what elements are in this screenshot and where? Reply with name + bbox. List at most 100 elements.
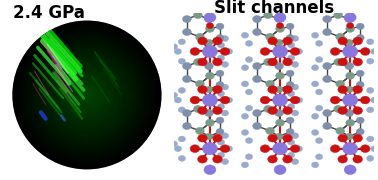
- Circle shape: [276, 23, 284, 28]
- Circle shape: [356, 23, 364, 30]
- Circle shape: [190, 145, 200, 153]
- Circle shape: [222, 36, 229, 41]
- Circle shape: [323, 62, 332, 70]
- Circle shape: [253, 62, 262, 70]
- Circle shape: [275, 86, 283, 93]
- Circle shape: [260, 96, 270, 104]
- Circle shape: [291, 159, 299, 165]
- Circle shape: [336, 33, 345, 40]
- Circle shape: [353, 58, 363, 66]
- Circle shape: [195, 127, 204, 134]
- Circle shape: [242, 81, 249, 87]
- Circle shape: [345, 62, 353, 70]
- Circle shape: [204, 15, 213, 23]
- Circle shape: [81, 89, 93, 101]
- Circle shape: [190, 48, 200, 55]
- Circle shape: [260, 145, 270, 153]
- Circle shape: [53, 61, 121, 129]
- Circle shape: [65, 73, 109, 117]
- Circle shape: [72, 80, 102, 110]
- Circle shape: [222, 62, 229, 67]
- Circle shape: [43, 51, 130, 138]
- Circle shape: [39, 47, 135, 143]
- Circle shape: [26, 35, 147, 156]
- Circle shape: [205, 86, 213, 93]
- Circle shape: [353, 134, 363, 142]
- Circle shape: [183, 15, 191, 23]
- Circle shape: [286, 70, 294, 76]
- Circle shape: [342, 94, 358, 106]
- Circle shape: [266, 80, 274, 87]
- Circle shape: [79, 87, 94, 103]
- Circle shape: [345, 86, 353, 93]
- Circle shape: [15, 23, 159, 167]
- Circle shape: [31, 39, 143, 151]
- Circle shape: [170, 44, 178, 50]
- Circle shape: [62, 70, 112, 120]
- Circle shape: [276, 25, 285, 32]
- Circle shape: [213, 134, 222, 142]
- Circle shape: [273, 143, 288, 155]
- Circle shape: [170, 141, 178, 147]
- Circle shape: [360, 48, 370, 55]
- Circle shape: [222, 133, 229, 139]
- Circle shape: [345, 133, 353, 140]
- Circle shape: [290, 48, 300, 55]
- Circle shape: [216, 129, 224, 135]
- Circle shape: [253, 122, 262, 130]
- Circle shape: [20, 28, 154, 162]
- Circle shape: [334, 105, 342, 112]
- Circle shape: [342, 143, 358, 155]
- Circle shape: [283, 134, 292, 142]
- Circle shape: [290, 145, 300, 153]
- Circle shape: [286, 117, 294, 123]
- Circle shape: [356, 129, 364, 135]
- Circle shape: [63, 71, 111, 119]
- Circle shape: [76, 84, 98, 106]
- Circle shape: [17, 25, 157, 165]
- Circle shape: [311, 81, 319, 87]
- Circle shape: [311, 130, 319, 135]
- Circle shape: [291, 84, 299, 90]
- Circle shape: [51, 59, 123, 131]
- Circle shape: [370, 97, 378, 103]
- Circle shape: [57, 65, 117, 125]
- Circle shape: [36, 44, 138, 146]
- Circle shape: [42, 51, 132, 140]
- Circle shape: [274, 165, 286, 175]
- Circle shape: [19, 27, 155, 163]
- Circle shape: [268, 86, 277, 93]
- Circle shape: [205, 133, 213, 140]
- Circle shape: [44, 52, 130, 138]
- Circle shape: [170, 92, 178, 98]
- Circle shape: [46, 54, 128, 136]
- Circle shape: [338, 37, 347, 45]
- Circle shape: [178, 87, 186, 93]
- Circle shape: [174, 49, 181, 54]
- Circle shape: [86, 94, 88, 96]
- Circle shape: [242, 113, 249, 119]
- Circle shape: [217, 42, 225, 48]
- Circle shape: [204, 13, 216, 22]
- Circle shape: [216, 23, 224, 30]
- Circle shape: [283, 107, 292, 114]
- Circle shape: [216, 35, 224, 41]
- Circle shape: [260, 48, 270, 55]
- Circle shape: [68, 76, 106, 114]
- Circle shape: [35, 43, 139, 147]
- Circle shape: [268, 134, 277, 142]
- Circle shape: [74, 83, 99, 107]
- Circle shape: [288, 139, 295, 145]
- Circle shape: [268, 37, 277, 45]
- Circle shape: [57, 66, 116, 124]
- Circle shape: [50, 58, 124, 132]
- Circle shape: [275, 133, 283, 140]
- Circle shape: [336, 127, 345, 134]
- Circle shape: [275, 109, 284, 117]
- Circle shape: [216, 81, 224, 88]
- Circle shape: [220, 96, 230, 104]
- Circle shape: [66, 74, 108, 116]
- Circle shape: [28, 36, 146, 154]
- Circle shape: [83, 91, 91, 99]
- Circle shape: [268, 155, 277, 163]
